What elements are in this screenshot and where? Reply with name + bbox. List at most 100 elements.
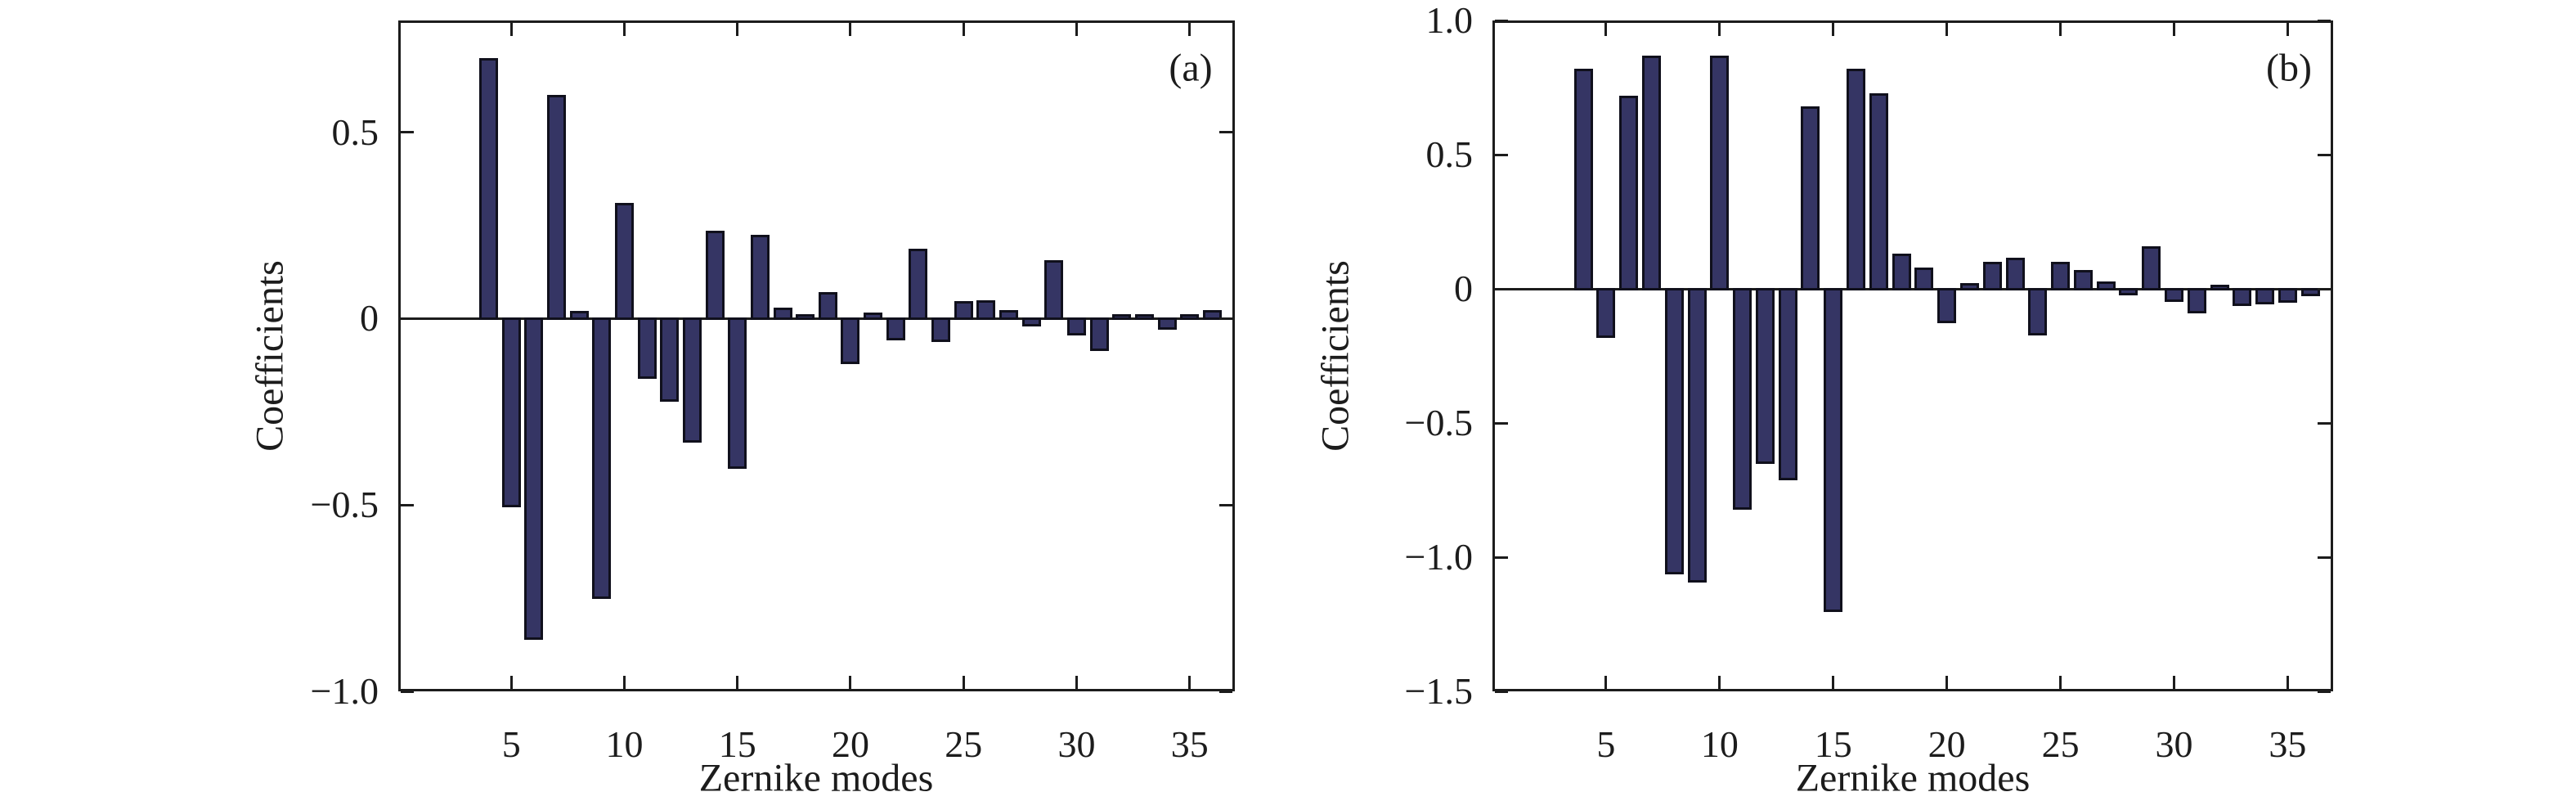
panel-a-bar-mode-4 bbox=[479, 57, 499, 321]
panel-b-bar-mode-34 bbox=[2255, 288, 2275, 305]
panel-a-x-tick-top-5 bbox=[509, 23, 513, 36]
panel-b-bar-mode-12 bbox=[1755, 288, 1775, 465]
panel-b-bar-mode-15 bbox=[1824, 288, 1843, 612]
panel-a-bar-mode-26 bbox=[976, 299, 996, 321]
panel-b-y-tick-4 bbox=[1495, 556, 1508, 559]
panel-b-bar-mode-31 bbox=[2187, 288, 2206, 313]
panel-b-bar-mode-21 bbox=[1959, 283, 1979, 290]
panel-a-x-tick-label-5: 5 bbox=[501, 723, 521, 765]
panel-b-bar-mode-35 bbox=[2278, 288, 2297, 304]
panel-b-bar-mode-6 bbox=[1619, 95, 1639, 290]
panel-b-bar-mode-32 bbox=[2210, 285, 2229, 290]
panel-a-x-tick-label-35: 35 bbox=[1170, 723, 1209, 765]
panel-b-y-tick-3 bbox=[1495, 421, 1508, 425]
panel-b-y-tick-right-0 bbox=[2318, 19, 2331, 22]
panel-a-bar-mode-14 bbox=[705, 231, 725, 321]
panel-a-bar-mode-18 bbox=[796, 313, 815, 321]
panel-a-y-tick-3 bbox=[401, 690, 414, 693]
panel-b-y-tick-2 bbox=[1495, 287, 1508, 290]
panel-b-bar-mode-23 bbox=[2005, 258, 2025, 290]
panel-a-bar-mode-9 bbox=[592, 317, 612, 600]
panel-b-y-tick-right-1 bbox=[2318, 153, 2331, 156]
panel-b-bar-mode-30 bbox=[2165, 288, 2183, 302]
panel-b-bar-mode-22 bbox=[1982, 262, 2002, 290]
panel-a-zero-line bbox=[401, 317, 1232, 320]
panel-a-x-tick-15 bbox=[736, 676, 739, 689]
panel-a-letter: (a) bbox=[1169, 46, 1213, 90]
panel-b-y-tick-label-0: 1.0 bbox=[1425, 0, 1474, 41]
panel-b-y-tick-0 bbox=[1495, 19, 1508, 22]
panel-b-bar-mode-14 bbox=[1801, 106, 1820, 290]
panel-a-bar-mode-11 bbox=[637, 317, 657, 380]
panel-b-bar-mode-19 bbox=[1914, 267, 1934, 290]
panel-b-bar-mode-28 bbox=[2119, 288, 2138, 295]
panel-a-bar-mode-5 bbox=[501, 317, 521, 508]
panel-b-y-tick-label-2: 0 bbox=[1454, 268, 1473, 309]
panel-b-zero-line bbox=[1495, 287, 2331, 290]
panel-b-bar-mode-5 bbox=[1596, 288, 1616, 339]
panel-b-y-tick-right-4 bbox=[2318, 556, 2331, 559]
panel-b-bar-mode-17 bbox=[1869, 92, 1888, 290]
panel-b-x-tick-label-35: 35 bbox=[2269, 723, 2307, 765]
panel-b-letter: (b) bbox=[2266, 46, 2312, 90]
panel-b-bar-mode-20 bbox=[1937, 288, 1957, 323]
panel-b-bar-mode-13 bbox=[1778, 288, 1797, 480]
panel-b-x-axis-title: Zernike modes bbox=[1795, 756, 2031, 800]
panel-a-bar-mode-27 bbox=[999, 309, 1018, 321]
panel-b-bar-mode-24 bbox=[2028, 288, 2048, 335]
panel-a-bar-mode-12 bbox=[660, 317, 680, 402]
panel-a-x-tick-label-30: 30 bbox=[1057, 723, 1096, 765]
panel-a-y-tick-label-2: −0.5 bbox=[310, 484, 379, 526]
panel-a-bar-mode-30 bbox=[1066, 317, 1086, 336]
panel-a-x-tick-top-35 bbox=[1188, 23, 1192, 36]
panel-a-x-tick-35 bbox=[1188, 676, 1192, 689]
panel-b-x-tick-20 bbox=[1945, 676, 1949, 689]
panel-a-x-tick-top-20 bbox=[849, 23, 852, 36]
panel-a-bar-mode-33 bbox=[1134, 313, 1154, 321]
panel-a-bar-mode-32 bbox=[1112, 313, 1132, 321]
panel-b-x-tick-10 bbox=[1718, 676, 1721, 689]
panel-a-bar-mode-16 bbox=[750, 234, 770, 321]
panel-b-y-tick-label-3: −0.5 bbox=[1404, 402, 1473, 443]
panel-a-bar-mode-28 bbox=[1021, 317, 1041, 326]
panel-a-bar-mode-25 bbox=[954, 301, 973, 321]
panel-a-plot-box bbox=[398, 20, 1235, 691]
panel-b-bar-mode-18 bbox=[1892, 254, 1911, 290]
panel-a-bar-mode-22 bbox=[886, 317, 905, 341]
panel-a-y-axis-title: Coefficients bbox=[248, 260, 292, 452]
panel-b-x-tick-label-5: 5 bbox=[1596, 723, 1616, 765]
panel-a-bar-mode-21 bbox=[864, 313, 883, 321]
panel-a-y-tick-label-1: 0 bbox=[360, 297, 379, 340]
panel-b-bar-mode-29 bbox=[2142, 245, 2161, 290]
panel-a-x-tick-top-25 bbox=[962, 23, 965, 36]
panel-a-x-tick-25 bbox=[962, 676, 965, 689]
panel-b-x-tick-top-20 bbox=[1945, 23, 1949, 36]
panel-b-x-tick-label-20: 20 bbox=[1928, 723, 1966, 765]
panel-b-x-tick-top-10 bbox=[1718, 23, 1721, 36]
panel-a-bar-mode-35 bbox=[1180, 313, 1200, 321]
panel-a-y-tick-right-3 bbox=[1219, 690, 1232, 693]
panel-b-x-tick-label-15: 15 bbox=[1814, 723, 1852, 765]
panel-b-y-tick-5 bbox=[1495, 690, 1508, 693]
panel-a-y-tick-label-0: 0.5 bbox=[331, 110, 379, 153]
panel-a-x-tick-top-30 bbox=[1075, 23, 1078, 36]
panel-b-bar-mode-26 bbox=[2073, 270, 2093, 290]
panel-b-y-tick-1 bbox=[1495, 153, 1508, 156]
panel-b-y-tick-label-4: −1.0 bbox=[1404, 536, 1473, 578]
panel-a-bar-mode-8 bbox=[569, 311, 589, 321]
panel-a-x-tick-top-10 bbox=[622, 23, 626, 36]
panel-b-x-tick-top-30 bbox=[2173, 23, 2175, 36]
panel-b-bar-mode-9 bbox=[1687, 288, 1707, 583]
panel-a-bar-mode-15 bbox=[728, 317, 747, 469]
panel-b-x-tick-30 bbox=[2173, 676, 2175, 689]
panel-b-x-tick-top-5 bbox=[1604, 23, 1608, 36]
panel-a-bar-mode-34 bbox=[1157, 317, 1177, 330]
panel-b-x-tick-top-35 bbox=[2286, 23, 2289, 36]
panel-b-bar-mode-36 bbox=[2300, 288, 2320, 296]
panel-b-x-tick-35 bbox=[2286, 676, 2289, 689]
panel-b-y-tick-right-2 bbox=[2318, 287, 2331, 290]
panel-a-x-tick-label-20: 20 bbox=[831, 723, 869, 765]
panel-a-bar-mode-23 bbox=[909, 249, 928, 321]
panel-b-y-tick-right-3 bbox=[2318, 421, 2331, 425]
